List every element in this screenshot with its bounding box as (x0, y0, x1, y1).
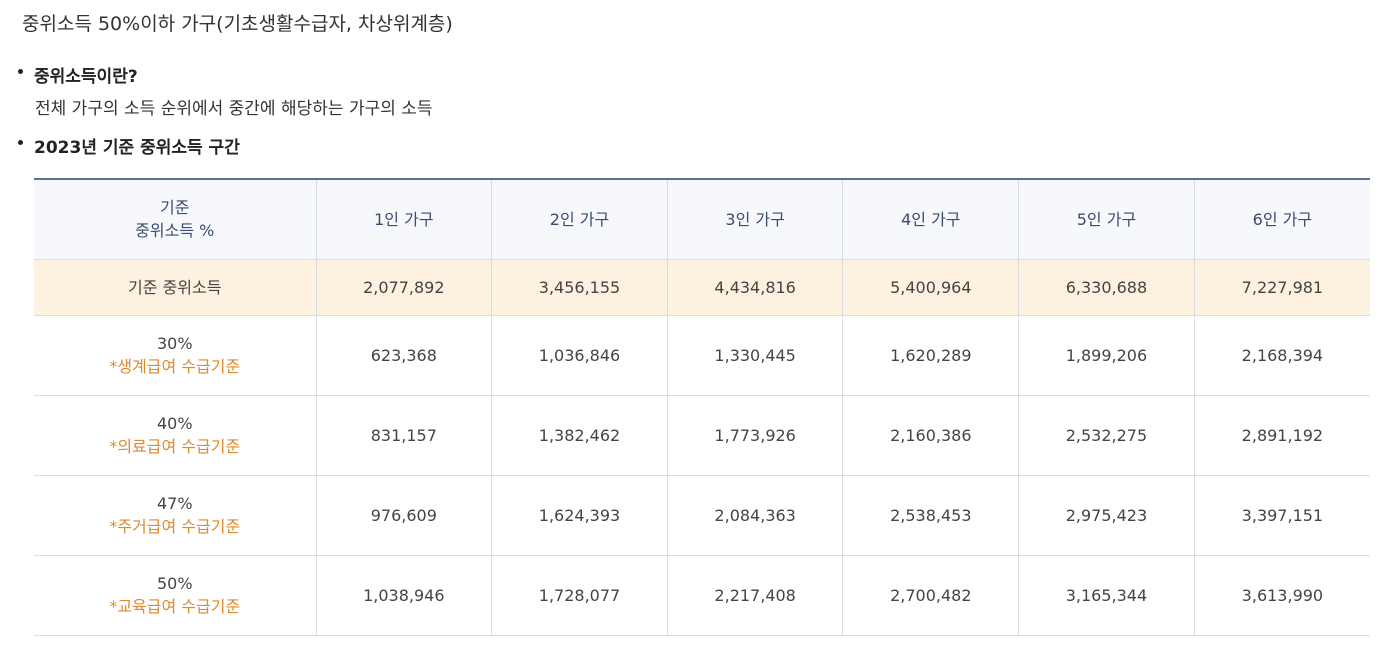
bullet-heading: 중위소득이란? (34, 67, 138, 87)
row-label: 기준 중위소득 (34, 259, 316, 316)
table-cell: 2,532,275 (1018, 395, 1195, 476)
table-cell: 2,538,453 (842, 475, 1019, 556)
row-label: 30% *생계급여 수급기준 (34, 315, 316, 396)
header-col-6: 6인 가구 (1193, 179, 1370, 260)
row-percent: 40% (156, 414, 193, 433)
row-label: 40% *의료급여 수급기준 (34, 395, 316, 476)
table-cell: 1,038,946 (315, 555, 492, 636)
row-criteria-note: *의료급여 수급기준 (109, 437, 241, 456)
table-cell: 623,368 (315, 315, 492, 396)
table-cell: 3,613,990 (1193, 555, 1370, 636)
table-cell: 1,036,846 (491, 315, 668, 396)
table-cell: 7,227,981 (1193, 259, 1370, 316)
table-row: 50% *교육급여 수급기준 1,038,946 1,728,077 2,217… (34, 555, 1370, 636)
table-cell: 2,160,386 (842, 395, 1019, 476)
row-criteria-note: *생계급여 수급기준 (109, 357, 241, 376)
table-cell: 1,330,445 (666, 315, 843, 396)
row-percent: 30% (156, 334, 193, 353)
table-cell: 831,157 (315, 395, 492, 476)
table-cell: 6,330,688 (1018, 259, 1195, 316)
table-row: 30% *생계급여 수급기준 623,368 1,036,846 1,330,4… (34, 315, 1370, 396)
bullet-median-definition: 중위소득이란? 전체 가구의 소득 순위에서 중간에 해당하는 가구의 소득 (18, 62, 433, 119)
table-header-row: 기준 중위소득 % 1인 가구 2인 가구 3인 가구 4인 가구 5인 가구 … (34, 179, 1370, 260)
median-income-row: 기준 중위소득 2,077,892 3,456,155 4,434,816 5,… (34, 259, 1370, 316)
header-col-4: 4인 가구 (842, 179, 1019, 260)
header-criteria-line1: 기준 (160, 198, 190, 218)
bullet-heading: 2023년 기준 중위소득 구간 (34, 138, 240, 158)
header-col-1: 1인 가구 (315, 179, 492, 260)
table-cell: 1,624,393 (491, 475, 668, 556)
row-percent: 47% (156, 494, 193, 513)
table-cell: 2,084,363 (666, 475, 843, 556)
header-criteria-cell: 기준 중위소득 % (34, 179, 316, 260)
row-label: 50% *교육급여 수급기준 (34, 555, 316, 636)
bullet-income-range: 2023년 기준 중위소득 구간 (18, 133, 240, 158)
header-col-3: 3인 가구 (666, 179, 843, 260)
row-percent: 50% (156, 574, 193, 593)
row-criteria-note: *주거급여 수급기준 (109, 517, 241, 536)
table-cell: 1,899,206 (1018, 315, 1195, 396)
table-cell: 5,400,964 (842, 259, 1019, 316)
row-criteria-note: *교육급여 수급기준 (109, 597, 241, 616)
header-col-5: 5인 가구 (1018, 179, 1195, 260)
table-cell: 3,397,151 (1193, 475, 1370, 556)
table-row: 40% *의료급여 수급기준 831,157 1,382,462 1,773,9… (34, 395, 1370, 476)
table-cell: 2,217,408 (666, 555, 843, 636)
table-cell: 2,168,394 (1193, 315, 1370, 396)
table-cell: 2,700,482 (842, 555, 1019, 636)
table-row: 47% *주거급여 수급기준 976,609 1,624,393 2,084,3… (34, 475, 1370, 556)
bullet-dot (18, 69, 23, 74)
table-cell: 1,620,289 (842, 315, 1019, 396)
median-income-table: 기준 중위소득 % 1인 가구 2인 가구 3인 가구 4인 가구 5인 가구 … (34, 178, 1370, 636)
header-col-2: 2인 가구 (491, 179, 668, 260)
page-title: 중위소득 50%이하 가구(기초생활수급자, 차상위계층) (22, 13, 453, 35)
table-cell: 2,891,192 (1193, 395, 1370, 476)
bullet-description: 전체 가구의 소득 순위에서 중간에 해당하는 가구의 소득 (35, 99, 433, 119)
bullet-dot (18, 140, 23, 145)
table-cell: 4,434,816 (666, 259, 843, 316)
table-cell: 1,728,077 (491, 555, 668, 636)
row-label: 47% *주거급여 수급기준 (34, 475, 316, 556)
table-cell: 1,382,462 (491, 395, 668, 476)
table-cell: 976,609 (315, 475, 492, 556)
table-cell: 1,773,926 (666, 395, 843, 476)
table-cell: 2,975,423 (1018, 475, 1195, 556)
table-cell: 3,165,344 (1018, 555, 1195, 636)
table-cell: 2,077,892 (315, 259, 492, 316)
table-cell: 3,456,155 (491, 259, 668, 316)
header-criteria-line2: 중위소득 % (135, 221, 215, 241)
